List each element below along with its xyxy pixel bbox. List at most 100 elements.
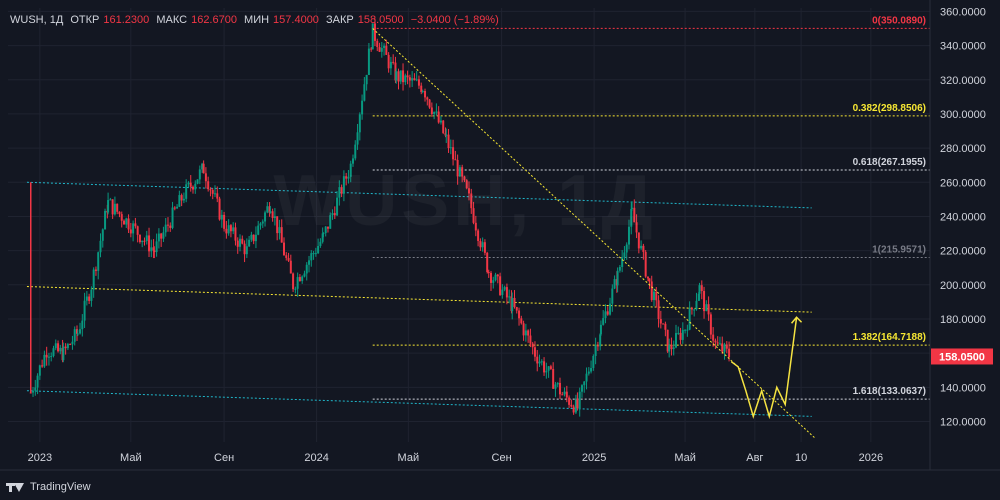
candle-body (280, 227, 283, 243)
x-tick-label: Май (120, 452, 142, 464)
candle-body (185, 184, 188, 199)
candle-body (531, 343, 534, 348)
candle-body (308, 260, 311, 265)
fib-level-label: 0(350.0890) (872, 15, 926, 26)
candle-body (590, 368, 593, 372)
candle-body (674, 333, 677, 348)
candle-body (329, 215, 332, 229)
candle-body (725, 344, 728, 349)
downtrend-line (372, 28, 816, 439)
candle-body (301, 276, 304, 282)
candle-body (604, 311, 607, 319)
candle-body (395, 71, 398, 81)
candle-body (75, 329, 78, 334)
candle-body (602, 318, 605, 325)
close-label: ЗАКР (326, 14, 354, 26)
candle-body (160, 233, 163, 239)
candle-body (296, 277, 299, 289)
price-axis[interactable]: 120.0000140.0000160.0000180.0000200.0000… (931, 6, 993, 428)
candle-body (326, 226, 329, 229)
candle-body (718, 343, 721, 345)
candle-body (527, 330, 530, 336)
candle-body (461, 167, 464, 177)
candle-body (700, 285, 703, 291)
candle-body (36, 375, 39, 388)
y-tick-label: 280.0000 (940, 143, 986, 155)
candle-body (347, 176, 350, 179)
candle-body (152, 247, 155, 251)
candle-body (373, 23, 376, 41)
candle-body (522, 323, 525, 336)
candle-body (336, 197, 339, 216)
candle-body (268, 206, 271, 213)
candle-body (356, 132, 359, 145)
candle-body (90, 289, 93, 301)
footer-brand[interactable]: TradingView (6, 476, 91, 498)
candle-body (38, 365, 41, 376)
candle-body (486, 252, 489, 273)
candle-body (62, 346, 65, 361)
projection-path (730, 316, 803, 420)
candle-body (182, 198, 185, 201)
candle-body (387, 54, 390, 69)
candle-body (538, 361, 541, 364)
y-tick-label: 360.0000 (940, 6, 986, 18)
candle-body (225, 228, 228, 234)
candle-body (596, 345, 599, 347)
candle-body (201, 163, 204, 170)
candle-body (50, 355, 53, 357)
channel-line (26, 181, 812, 209)
candle-body (305, 264, 308, 274)
candle-body (239, 238, 242, 247)
candle-body (417, 79, 420, 86)
candle-body (666, 329, 669, 352)
candle-body (508, 296, 511, 298)
candle-body (470, 193, 473, 209)
candle-body (705, 304, 708, 312)
candle-body (317, 246, 320, 254)
candle-body (533, 347, 536, 357)
y-tick-label: 180.0000 (940, 314, 986, 326)
candle-body (468, 188, 470, 194)
candle-body (613, 279, 616, 289)
candle-body (679, 332, 682, 340)
candle-body (688, 308, 691, 330)
last-price-badge (931, 348, 993, 365)
candle-body (83, 300, 86, 321)
candle-body (599, 334, 602, 347)
candle-body (389, 61, 392, 69)
candle-body (489, 272, 492, 283)
candle-body (107, 200, 110, 213)
candle-body (194, 183, 197, 190)
candle-body (633, 207, 636, 223)
candle-body (292, 273, 295, 290)
symbol-label[interactable]: WUSH, 1Д (10, 14, 64, 26)
candle-body (245, 246, 248, 255)
candle-body (148, 235, 151, 252)
y-tick-label: 300.0000 (940, 109, 986, 121)
candle-body (556, 382, 559, 385)
x-tick-label: Май (674, 452, 696, 464)
candle-body (684, 329, 687, 331)
tradingview-logo-icon (6, 481, 24, 493)
candle-body (540, 361, 543, 363)
candle-body (444, 133, 447, 136)
x-tick-label: 2025 (582, 452, 606, 464)
candle-body (408, 77, 411, 81)
candle-body (454, 159, 457, 161)
candle-body (499, 276, 502, 296)
candle-body (659, 319, 662, 324)
candle-body (648, 278, 651, 282)
candle-body (397, 71, 400, 82)
projection-polyline (730, 317, 798, 420)
fib-level-label: 1.618(133.0637) (853, 386, 926, 397)
candle-body (653, 291, 656, 301)
regression-channel (26, 181, 812, 417)
candle-body (273, 216, 276, 219)
channel-line (26, 286, 812, 313)
candle-body (232, 227, 235, 232)
x-tick-label: 2024 (304, 452, 328, 464)
candle-body (452, 147, 455, 160)
time-axis[interactable]: 2023 Май Сен 2024 Май Сен 2025 Май Авг 10 2026 (0, 0, 1000, 471)
